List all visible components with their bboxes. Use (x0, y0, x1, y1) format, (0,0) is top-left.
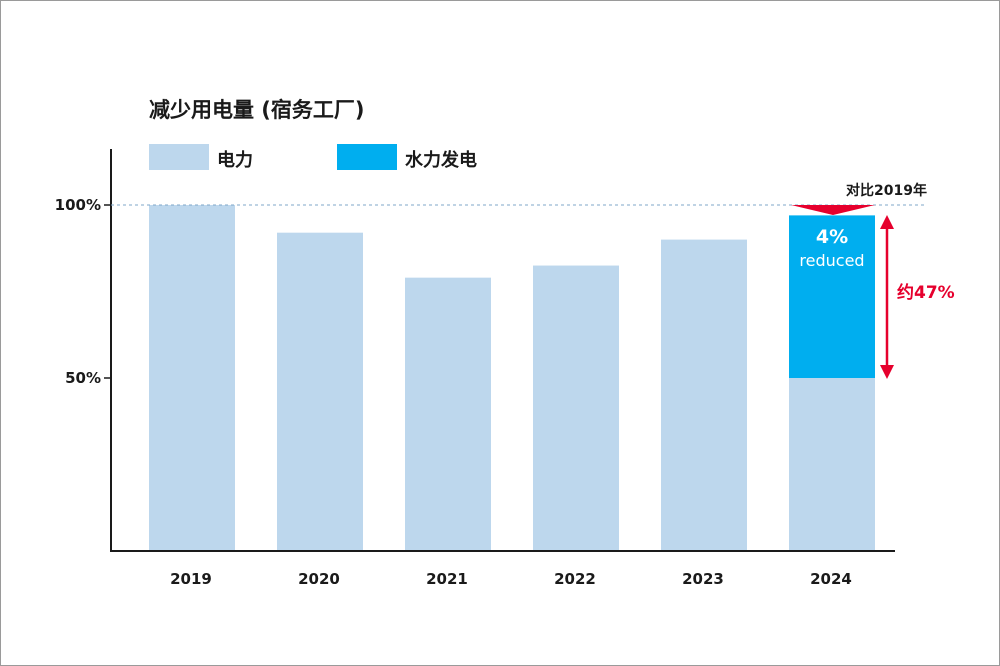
bar-electricity-2020 (277, 232, 363, 551)
hydro-span-arrow-bottom (880, 365, 894, 379)
reduced-percent: 4% (816, 226, 848, 248)
reduced-text: reduced (799, 251, 864, 270)
y-tick-label-50: 50% (65, 369, 101, 387)
legend-swatch-electricity (149, 144, 209, 170)
hydro-share-label: 约47% (897, 282, 955, 303)
legend-swatch-hydro (337, 144, 397, 170)
hydro-span-arrow-top (880, 215, 894, 229)
bar-electricity-2022 (533, 265, 619, 551)
bar-electricity-2023 (661, 239, 747, 551)
bar-electricity-2021 (405, 277, 491, 551)
x-tick-label-2021: 2021 (426, 570, 468, 588)
x-tick-label-2022: 2022 (554, 570, 596, 588)
bar-hydro-2024 (789, 215, 875, 378)
y-tick-label-100: 100% (55, 196, 101, 214)
legend-label-electricity: 电力 (217, 150, 253, 171)
reduction-wedge (791, 205, 875, 215)
bar-electricity-2024 (789, 378, 875, 551)
bar-electricity-2019 (149, 205, 235, 551)
legend-label-hydro: 水力发电 (405, 150, 477, 171)
bars-group (149, 205, 875, 551)
x-tick-label-2024: 2024 (810, 570, 852, 588)
chart-title: 减少用电量 (宿务工厂) (149, 98, 365, 122)
x-tick-label-2023: 2023 (682, 570, 724, 588)
x-tick-label-2019: 2019 (170, 570, 212, 588)
reference-label: 对比2019年 (846, 182, 927, 199)
x-tick-label-2020: 2020 (298, 570, 340, 588)
